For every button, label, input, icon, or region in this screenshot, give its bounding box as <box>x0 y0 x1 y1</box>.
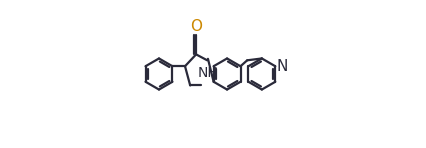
Text: NH: NH <box>198 66 219 80</box>
Text: N: N <box>277 59 288 74</box>
Text: O: O <box>190 19 202 34</box>
